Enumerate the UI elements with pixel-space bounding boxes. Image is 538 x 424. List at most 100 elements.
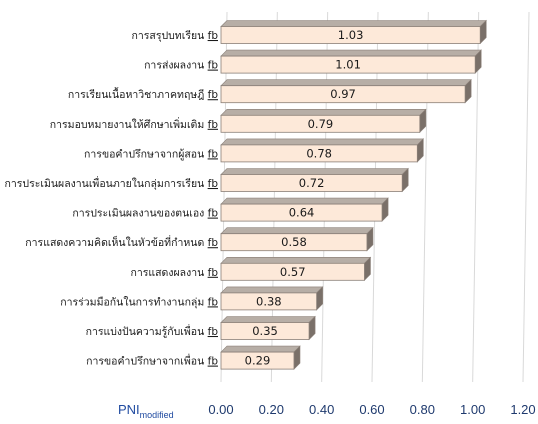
bar: 0.57: [220, 256, 372, 282]
bar: 0.35: [220, 315, 316, 341]
bar-front-face: [220, 203, 383, 222]
gridline: [421, 11, 429, 383]
bar: 1.03: [220, 19, 487, 45]
bar-top-face: [220, 109, 427, 116]
category-name: การมอบหมายงานให้ศึกษาเพิ่มเติม: [50, 117, 208, 131]
bar-value-label: 0.35: [252, 324, 278, 338]
bar: 1.01: [220, 49, 482, 74]
bar-top-face: [220, 316, 316, 323]
category-suffix: fb: [208, 60, 219, 72]
category-suffix: fb: [208, 267, 219, 279]
category-label: การแสดงความคิดเห็นในหัวข้อที่กำหนด fb: [25, 235, 218, 249]
category-label: การเรียนเนื้อหาวิชาภาคทฤษฎี fb: [68, 87, 218, 101]
bar-front-face: [220, 262, 365, 281]
category-suffix: fb: [208, 178, 219, 190]
category-name: การประเมินผลงานของตนเอง: [72, 208, 207, 220]
bar-top-face: [220, 79, 472, 86]
category-label: การแสดงผลงาน fb: [130, 267, 218, 279]
category-name: การแสดงผลงาน: [130, 267, 207, 279]
category-label: การสรุปบทเรียน fb: [132, 29, 219, 42]
bar: 0.38: [220, 286, 324, 311]
bar-value-label: 0.38: [256, 294, 282, 308]
x-axis-title: PNImodified: [118, 402, 174, 420]
category-name: การแบ่งปันความรู้กับเพื่อน: [86, 324, 208, 338]
bars-group: 1.03 1.01 0.97 0.79 0.78 0.72 0.64 0.58 0.57 0.38…: [220, 19, 487, 370]
x-axis-title-main: PNI: [118, 402, 140, 417]
bar: 0.97: [220, 78, 472, 104]
x-tick-label: 1.20: [510, 402, 535, 417]
bar-front-face: [220, 26, 481, 44]
bar-top-face: [220, 138, 425, 146]
category-name: การสรุปบทเรียน: [132, 29, 208, 42]
bar-front-face: [220, 114, 421, 133]
x-tick-labels: 0.00 0.20 0.40 0.60 0.80 1.00 1.20: [208, 402, 535, 417]
bar: 0.78: [220, 138, 425, 163]
category-suffix: fb: [208, 296, 219, 308]
bar-top-face: [220, 49, 482, 57]
category-label: การร่วมมือกันในการทำงานกลุ่ม fb: [60, 295, 218, 308]
gridline: [220, 11, 228, 383]
category-label: การขอคำปรึกษาจากผู้สอน fb: [84, 148, 218, 160]
bar-front-face: [220, 144, 418, 163]
bar-value-label: 0.57: [280, 265, 306, 279]
category-label: การมอบหมายงานให้ศึกษาเพิ่มเติม fb: [50, 117, 219, 131]
bar-front-face: [220, 322, 310, 340]
bar-front-face: [220, 55, 476, 74]
x-axis-title-subscript: modified: [140, 410, 174, 420]
category-name: การส่งผลงาน: [144, 60, 208, 72]
category-suffix: fb: [208, 148, 219, 160]
bar-value-label: 1.01: [335, 58, 361, 72]
category-name: การแสดงความคิดเห็นในหัวข้อที่กำหนด: [25, 235, 207, 249]
bar: 0.72: [220, 167, 409, 193]
bar-front-face: [220, 351, 295, 370]
bar-top-face: [220, 168, 409, 175]
category-name: การเรียนเนื้อหาวิชาภาคทฤษฎี: [68, 87, 208, 101]
bar-value-label: 0.97: [330, 87, 356, 101]
bar-front-face: [220, 292, 318, 311]
category-label: การขอคำปรึกษาจากเพื่อน fb: [86, 354, 218, 368]
bar-value-label: 1.03: [338, 28, 364, 42]
category-suffix: fb: [208, 326, 219, 338]
bar-top-face: [220, 227, 374, 234]
bar-top-face: [220, 286, 324, 294]
bar-top-face: [220, 20, 487, 27]
gridline: [472, 11, 480, 383]
bar-top-face: [220, 345, 301, 353]
bar-value-label: 0.79: [308, 117, 334, 131]
bar: 0.79: [220, 108, 427, 134]
bar-top-face: [220, 256, 372, 264]
category-label: การส่งผลงาน fb: [144, 60, 218, 72]
x-tick-label: 0.00: [208, 402, 233, 417]
category-suffix: fb: [208, 208, 219, 220]
category-label: การประเมินผลงานของตนเอง fb: [72, 208, 218, 220]
gridline: [371, 11, 379, 383]
bar: 0.64: [220, 197, 389, 222]
bar: 0.29: [220, 345, 301, 370]
bar: 0.58: [220, 226, 374, 252]
x-tick-label: 1.00: [460, 402, 485, 417]
category-name: การประเมินผลงานเพื่อนภายในกลุ่มการเรียน: [5, 176, 208, 190]
bar-front-face: [220, 233, 368, 252]
bar-value-label: 0.29: [245, 354, 271, 368]
category-suffix: fb: [208, 356, 219, 368]
bar-value-label: 0.78: [306, 146, 332, 160]
bar-front-face: [220, 85, 466, 104]
x-tick-label: 0.80: [410, 402, 435, 417]
category-name: การขอคำปรึกษาจากเพื่อน: [86, 354, 208, 368]
gridline: [522, 11, 530, 383]
category-suffix: fb: [208, 119, 219, 131]
category-suffix: fb: [208, 237, 219, 249]
category-suffix: fb: [208, 89, 219, 101]
x-tick-label: 0.40: [309, 402, 334, 417]
category-label: การประเมินผลงานเพื่อนภายในกลุ่มการเรียน …: [5, 176, 219, 190]
bar-value-label: 0.64: [289, 206, 315, 220]
bar-top-face: [220, 197, 389, 205]
bar-front-face: [220, 174, 403, 192]
category-label: การแบ่งปันความรู้กับเพื่อน fb: [86, 324, 219, 338]
x-tick-label: 0.60: [359, 402, 384, 417]
bar-value-label: 0.58: [281, 235, 307, 249]
x-tick-label: 0.20: [259, 402, 284, 417]
category-name: การร่วมมือกันในการทำงานกลุ่ม: [60, 295, 207, 308]
